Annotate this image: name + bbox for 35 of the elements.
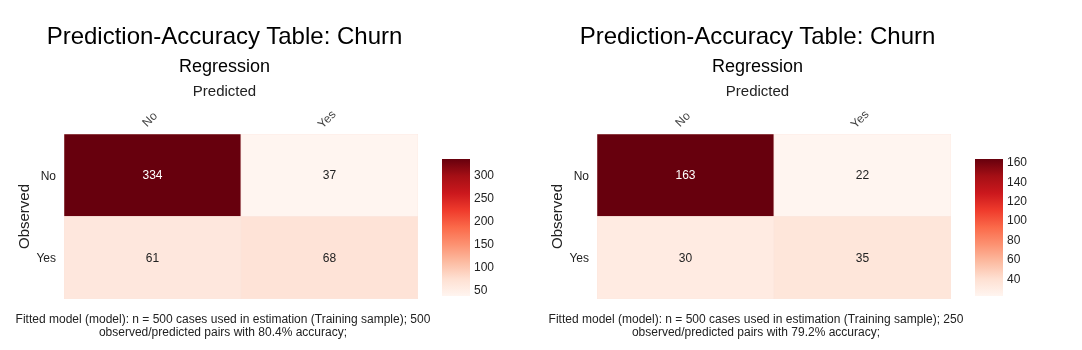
color-bar-label: 160 xyxy=(1007,155,1028,170)
data-label: 163 xyxy=(675,168,696,183)
color-bar-label: 60 xyxy=(1007,252,1021,267)
y-axis-title: Observed xyxy=(15,183,33,250)
color-bar-label: 40 xyxy=(1007,271,1021,286)
chart-subtitle: Regression xyxy=(177,56,271,77)
data-label: 68 xyxy=(322,250,337,265)
data-label: 22 xyxy=(855,168,870,183)
color-bar-label: 140 xyxy=(1007,174,1028,189)
y-axis-title: Observed xyxy=(548,183,566,250)
color-bar-label: 50 xyxy=(474,283,488,298)
text: Fitted model (model): n = 500 cases used in estimation (Training sample); 500 observed/predicted pairs with 80.4% accuracy; xyxy=(14,312,432,339)
x-tick-label: Yes xyxy=(847,107,872,132)
x-axis-title: Predicted xyxy=(724,82,791,99)
x-tick-label: No xyxy=(139,108,161,130)
data-label: 334 xyxy=(142,168,163,183)
chart-title: Prediction-Accuracy Table: Churn xyxy=(578,22,937,50)
text: Fitted model (model): n = 500 cases used in estimation (Training sample); 250 observed/predicted pairs with 79.2% accuracy; xyxy=(547,312,965,339)
data-label: 37 xyxy=(322,168,337,183)
data-label: 30 xyxy=(678,250,693,265)
data-label: 61 xyxy=(145,250,160,265)
color-bar-label: 200 xyxy=(474,214,495,229)
color-bar-label: 100 xyxy=(1007,213,1028,228)
x-axis-title: Predicted xyxy=(191,82,258,99)
data-label: 35 xyxy=(855,250,870,265)
color-bar-label: 120 xyxy=(1007,193,1028,208)
color-bar-label: 80 xyxy=(1007,232,1021,247)
x-tick-label: No xyxy=(672,108,694,130)
chart-title: Prediction-Accuracy Table: Churn xyxy=(45,22,404,50)
color-bar-label: 250 xyxy=(474,190,495,205)
color-bar-label: 300 xyxy=(474,167,495,182)
x-tick-label: Yes xyxy=(314,107,339,132)
chart-subtitle: Regression xyxy=(710,56,804,77)
color-bar-label: 150 xyxy=(474,237,495,252)
color-bar-label: 100 xyxy=(474,260,495,275)
